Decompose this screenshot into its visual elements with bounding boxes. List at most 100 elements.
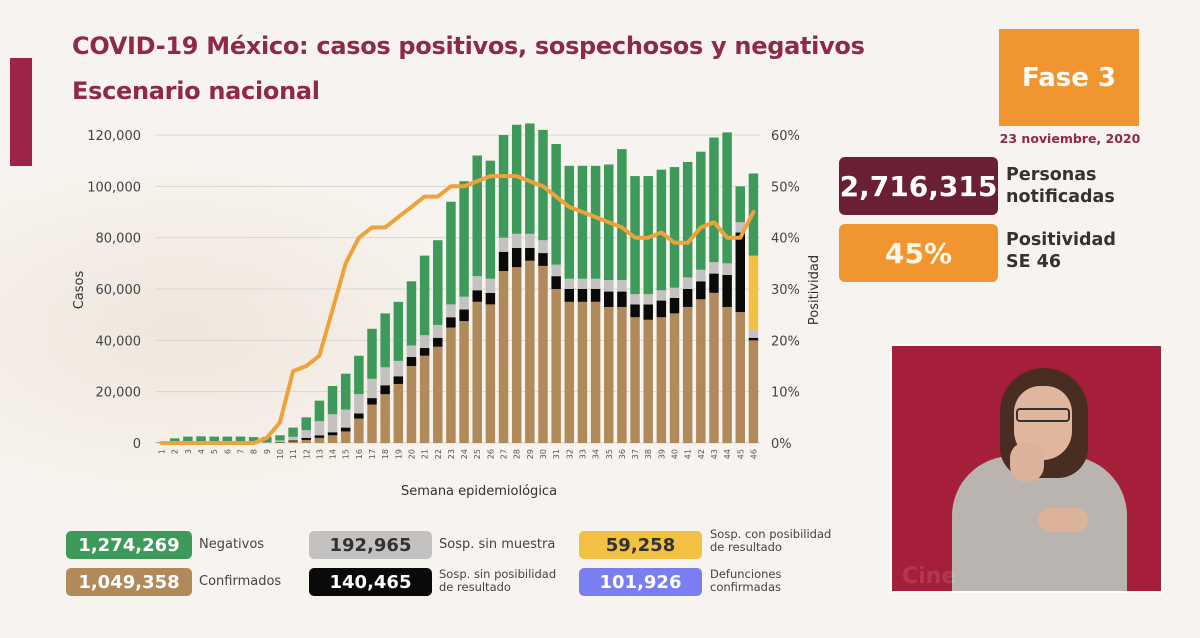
bar-confirmados	[669, 313, 680, 443]
bar-sosp-sin-muestra	[275, 440, 285, 443]
bar-sosp-sin-muestra	[288, 436, 298, 441]
bar-stack-week-36	[617, 149, 627, 443]
bar-confirmados	[367, 404, 377, 443]
bar-negativos	[656, 169, 667, 291]
bar-sosp-sin-posibilidad	[538, 253, 548, 266]
x-tick-label: 19	[394, 449, 403, 459]
bar-stack-week-5	[209, 436, 219, 443]
bar-confirmados	[564, 301, 575, 443]
bar-sosp-sin-muestra	[406, 345, 417, 358]
bar-sosp-sin-muestra	[696, 269, 706, 282]
bar-negativos	[551, 143, 561, 265]
bar-negativos	[564, 165, 575, 279]
legend-label-line2: confirmadas	[710, 580, 782, 594]
y-tick-label: 0	[133, 437, 141, 452]
bar-sosp-sin-muestra	[459, 296, 469, 310]
bar-sosp-sin-posibilidad	[511, 247, 522, 268]
bar-sosp-sin-muestra	[656, 290, 667, 301]
bar-sosp-sin-posibilidad	[630, 304, 640, 318]
legend-value-negativos: 1,274,269	[66, 531, 192, 559]
x-tick-label: 26	[486, 449, 495, 459]
y-tick-label: 120,000	[87, 129, 141, 144]
bar-confirmados	[459, 321, 469, 443]
bars	[156, 123, 759, 443]
legend-label-sosp-sin-posibilidad: Sosp. sin posibilidad de resultado	[439, 568, 556, 594]
bar-sosp-sin-muestra	[472, 276, 482, 291]
bar-sosp-sin-muestra	[419, 335, 430, 349]
bar-stack-week-21	[419, 255, 430, 443]
bar-sosp-sin-posibilidad	[590, 289, 601, 302]
bar-negativos	[196, 436, 206, 443]
bar-confirmados	[709, 292, 719, 443]
bar-stack-week-20	[406, 281, 417, 443]
bar-negativos	[235, 436, 246, 443]
bar-sosp-sin-posibilidad	[485, 292, 496, 305]
x-tick-label: 17	[368, 449, 377, 459]
bar-stack-week-33	[577, 165, 588, 443]
legend-value-sosp-sin-posibilidad: 140,465	[309, 568, 432, 596]
y-axis-ticks: 0 20,000 40,000 60,000 80,000 100,000 120,000	[87, 129, 141, 452]
legend-label-line1: Negativos	[199, 537, 265, 552]
bar-negativos	[433, 240, 443, 325]
bar-sosp-sin-muestra	[748, 330, 759, 338]
bar-sosp-sin-posibilidad	[656, 300, 667, 318]
bar-stack-week-34	[590, 165, 601, 443]
bar-sosp-sin-muestra	[327, 414, 338, 433]
bar-sosp-sin-muestra	[590, 278, 601, 289]
bar-negativos	[419, 255, 430, 336]
y-tick-label: 20,000	[96, 386, 142, 401]
bar-confirmados	[735, 312, 746, 443]
x-tick-label: 25	[473, 449, 482, 459]
bar-sosp-sin-posibilidad	[275, 442, 285, 443]
bar-confirmados	[525, 260, 535, 443]
positivity-line	[159, 174, 756, 445]
bar-negativos	[643, 176, 653, 295]
x-tick-label: 20	[407, 449, 416, 459]
bar-sosp-sin-posibilidad	[748, 337, 759, 341]
bar-stack-week-38	[643, 176, 653, 443]
bar-sosp-sin-muestra	[446, 304, 456, 318]
bar-negativos	[380, 313, 390, 368]
bar-stack-week-4	[196, 436, 206, 443]
legend-label-defunciones: Defunciones confirmadas	[710, 568, 781, 594]
legend-label-line2: de resultado	[710, 540, 782, 554]
bar-negativos	[525, 123, 535, 234]
bar-sosp-sin-posibilidad	[393, 376, 404, 384]
x-tick-label: 31	[552, 449, 561, 459]
bar-sosp-sin-muestra	[669, 287, 680, 298]
x-tick-label: 38	[644, 449, 653, 459]
y2-tick-label: 30%	[771, 283, 800, 298]
bar-sosp-sin-posibilidad	[551, 276, 561, 289]
bar-sosp-sin-muestra	[301, 430, 311, 438]
y2-tick-label: 60%	[771, 129, 800, 144]
page-subtitle: Escenario nacional	[72, 77, 320, 105]
bar-negativos	[735, 186, 746, 223]
bar-stack-week-32	[564, 165, 575, 443]
bar-confirmados	[485, 304, 496, 443]
bar-stack-week-10	[275, 435, 285, 443]
x-tick-label: 42	[697, 449, 706, 459]
bar-sosp-sin-posibilidad	[327, 432, 338, 436]
y2-tick-label: 40%	[771, 232, 800, 247]
legend-value-sosp-con-posibilidad: 59,258	[579, 531, 702, 559]
bar-sosp-sin-muestra	[722, 263, 732, 275]
bar-sosp-sin-posibilidad	[564, 289, 575, 302]
bar-sosp-sin-muestra	[630, 294, 640, 305]
bar-sosp-sin-posibilidad	[367, 398, 377, 405]
bar-negativos	[406, 281, 417, 346]
bar-sosp-sin-muestra	[525, 233, 535, 248]
bar-negativos	[696, 151, 706, 270]
x-tick-label: 29	[526, 449, 535, 459]
bar-confirmados	[446, 327, 456, 443]
bar-negativos	[288, 427, 298, 437]
bar-sosp-sin-muestra	[380, 367, 390, 386]
y-tick-label: 60,000	[96, 283, 142, 298]
bar-stack-week-45	[735, 186, 746, 443]
bar-confirmados	[617, 306, 627, 443]
x-tick-label: 24	[460, 449, 469, 459]
bar-stack-week-30	[538, 129, 548, 443]
bar-negativos	[393, 301, 404, 361]
bar-sosp-sin-muestra	[577, 278, 588, 289]
bar-sosp-sin-muestra	[735, 222, 746, 233]
bar-sosp-sin-posibilidad	[406, 357, 417, 366]
